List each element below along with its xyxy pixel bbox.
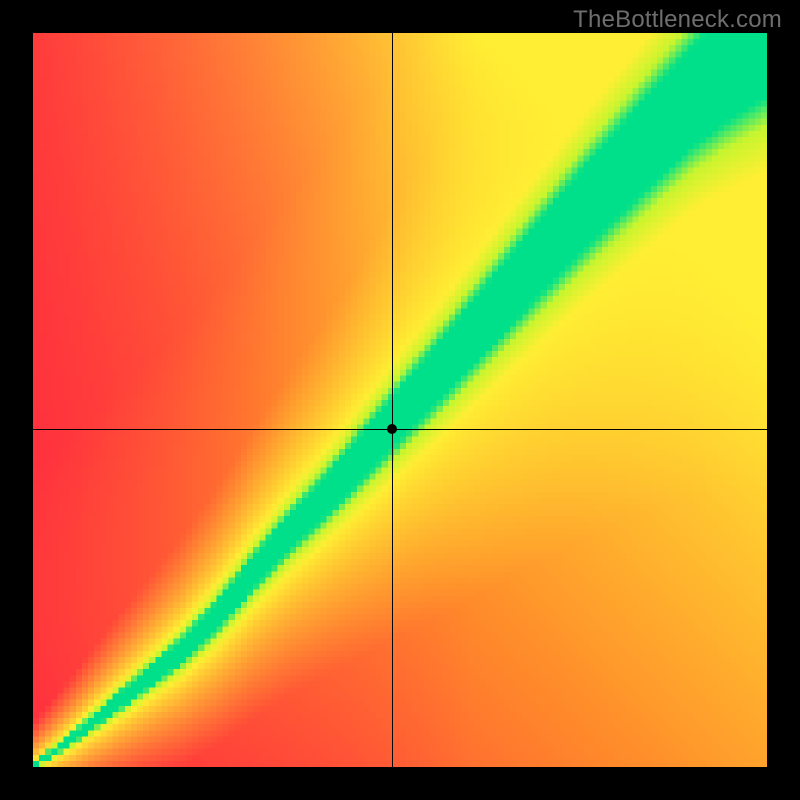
plot-area (33, 33, 767, 767)
chart-container: TheBottleneck.com (0, 0, 800, 800)
crosshair-vertical (392, 33, 393, 767)
heatmap-canvas (33, 33, 767, 767)
watermark-text: TheBottleneck.com (573, 6, 782, 34)
crosshair-horizontal (33, 429, 767, 430)
data-point-marker (387, 424, 397, 434)
